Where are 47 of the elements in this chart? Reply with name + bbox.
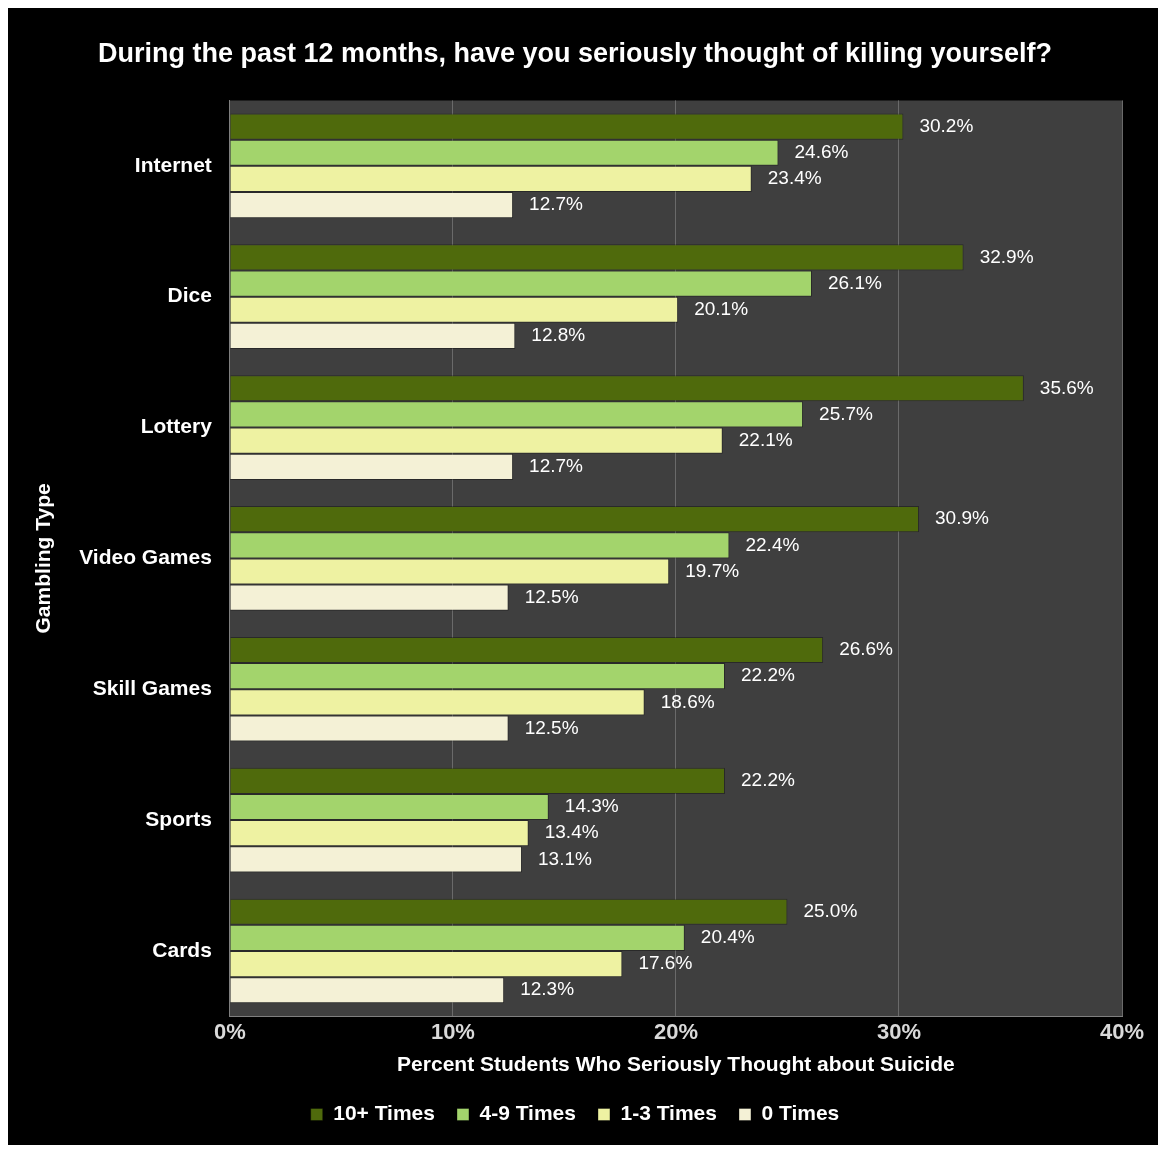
data-label: 23.4% (767, 167, 822, 189)
data-label: 17.6% (638, 952, 693, 974)
data-label: 22.1% (738, 428, 793, 450)
data-label: 18.6% (660, 690, 715, 712)
data-label: 24.6% (794, 140, 849, 162)
data-label: 35.6% (1039, 376, 1094, 398)
legend-label: 1-3 Times (620, 1101, 717, 1125)
y-tick-label: Video Games (79, 545, 212, 569)
x-tick-label: 0% (213, 1018, 246, 1044)
x-tick-label: 30% (876, 1018, 921, 1044)
data-label: 12.3% (520, 978, 575, 1000)
data-label: 22.2% (741, 769, 795, 791)
x-tick-label: 20% (653, 1018, 698, 1044)
y-tick-label: Dice (167, 283, 212, 307)
data-label: 12.8% (531, 324, 586, 346)
data-label: 20.4% (700, 926, 755, 948)
data-label: 12.5% (524, 716, 579, 738)
data-label: 13.4% (544, 821, 599, 843)
y-tick-label: Internet (134, 152, 212, 176)
x-tick-label: 10% (430, 1018, 475, 1044)
x-tick-label: 40% (1099, 1018, 1145, 1044)
y-axis-title: Gambling Type (31, 483, 55, 634)
data-label: 20.1% (694, 298, 749, 320)
data-label: 30.9% (935, 507, 990, 529)
y-tick-label: Cards (152, 937, 212, 961)
legend-label: 4-9 Times (479, 1101, 576, 1125)
chart-title: During the past 12 months, have you seriously thought of killing yourself? (97, 37, 1053, 68)
legend-label: 0 Times (761, 1101, 840, 1125)
data-label: 22.2% (741, 664, 795, 686)
data-label: 22.4% (745, 533, 800, 555)
y-tick-label: Lottery (140, 414, 213, 438)
data-label: 19.7% (685, 559, 740, 581)
data-label: 30.2% (919, 114, 974, 136)
y-tick-label: Skill Games (92, 676, 212, 700)
data-label: 12.7% (529, 193, 584, 215)
data-label: 26.6% (839, 638, 894, 660)
data-label: 13.1% (538, 847, 593, 869)
legend-label: 10+ Times (333, 1101, 435, 1125)
y-tick-label: Sports (145, 806, 212, 830)
data-label: 14.3% (564, 795, 619, 817)
data-label: 25.7% (819, 402, 874, 424)
data-label: 12.5% (524, 585, 579, 607)
data-label: 12.7% (529, 455, 584, 477)
data-label: 25.0% (803, 899, 858, 921)
data-label: 32.9% (979, 245, 1034, 267)
x-axis-title: Percent Students Who Seriously Thought about Suicide (397, 1052, 955, 1076)
data-label: 26.1% (827, 271, 882, 293)
